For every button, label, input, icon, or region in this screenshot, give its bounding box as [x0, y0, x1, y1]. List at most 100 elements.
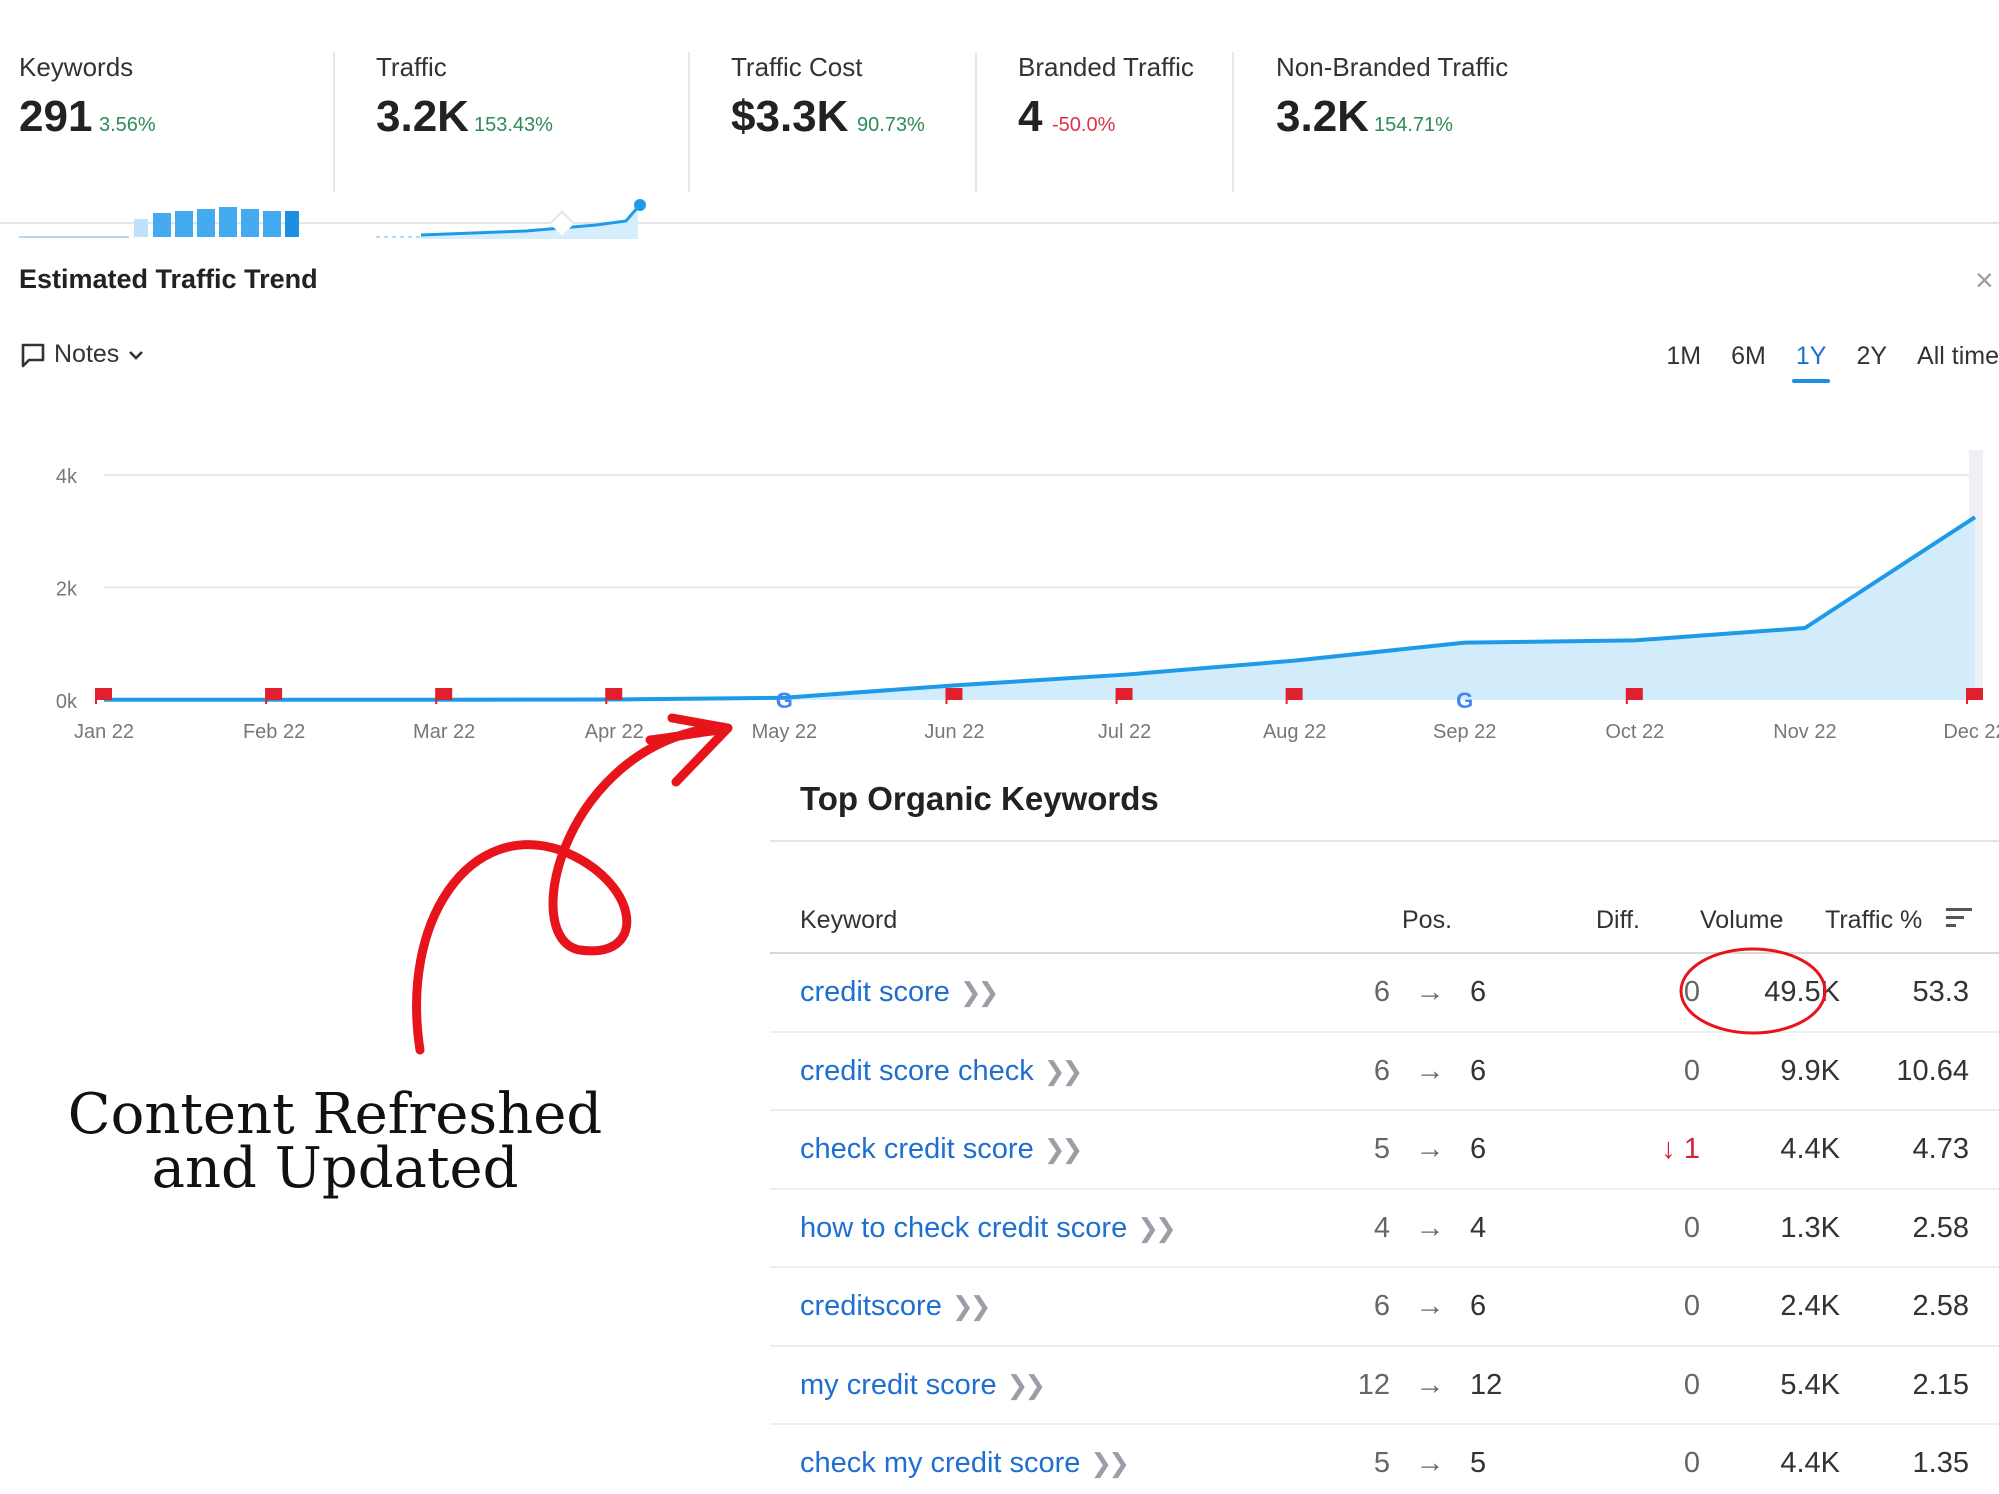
search-volume: 5.4K	[1780, 1368, 1840, 1401]
keyword-link[interactable]: check credit score ❯❯	[800, 1133, 1084, 1166]
sort-icon[interactable]	[1946, 906, 1972, 930]
table-row[interactable]: check credit score ❯❯ 5 → 6 ↓ 1 4.4K 4.73	[770, 1111, 1999, 1190]
keyword-link[interactable]: credit score ❯❯	[800, 976, 999, 1009]
col-pos[interactable]: Pos.	[1402, 906, 1453, 934]
position-diff: 0	[1590, 1369, 1700, 1402]
metric-keywords[interactable]: Keywords 291 3.56%	[19, 52, 319, 238]
y-tick-label: 0k	[56, 691, 78, 713]
traffic-area	[104, 517, 1975, 700]
metric-branded-traffic[interactable]: Branded Traffic 4 -50.0%	[1018, 52, 1248, 192]
keyword-text: my credit score	[800, 1368, 997, 1401]
notes-dropdown[interactable]: Notes	[20, 340, 145, 369]
table-row[interactable]: credit score ❯❯ 6 → 6 0 49.5K 53.3	[770, 954, 1999, 1033]
range-2y[interactable]: 2Y	[1856, 342, 1888, 370]
search-volume: 1.3K	[1780, 1211, 1840, 1244]
flag-marker	[1967, 688, 1983, 700]
arrow-right-icon: →	[1415, 1368, 1445, 1401]
x-tick-label: Apr 22	[585, 721, 644, 743]
keyword-link[interactable]: credit score check ❯❯	[800, 1054, 1084, 1088]
position-diff: 0	[1590, 1055, 1700, 1088]
col-volume[interactable]: Volume	[1700, 906, 1784, 934]
arrow-right-icon: →	[1415, 1447, 1445, 1479]
table-row[interactable]: how to check credit score ❯❯ 4 → 4 0 1.3K 2.58	[770, 1190, 1999, 1268]
metric-traffic[interactable]: Traffic 3.2K 153.43%	[376, 52, 676, 239]
keyword-link[interactable]: creditscore ❯❯	[800, 1290, 991, 1323]
position-diff: ↓ 1	[1590, 1133, 1700, 1166]
table-row[interactable]: creditscore ❯❯ 6 → 6 0 2.4K 2.58	[770, 1268, 1999, 1347]
keywords-sparkline	[19, 207, 299, 238]
diff-value: 0	[1683, 1290, 1700, 1322]
traffic-line	[104, 515, 1977, 702]
range-all-time[interactable]: All time	[1917, 342, 1999, 370]
diff-value: 0	[1683, 976, 1700, 1008]
position-current: 5	[1470, 1447, 1487, 1479]
x-tick-label: Jun 22	[924, 721, 984, 743]
arrow-right-icon: →	[1415, 1133, 1445, 1165]
annotation-arrow	[412, 725, 705, 1055]
keyword-link[interactable]: my credit score ❯❯	[800, 1368, 1047, 1402]
table-row[interactable]: credit score check ❯❯ 6 → 6 0 9.9K 10.64	[770, 1033, 1999, 1111]
range-6m[interactable]: 6M	[1731, 342, 1766, 370]
col-traffic[interactable]: Traffic %	[1825, 906, 1923, 934]
annotation-text: Content Refreshed and Updated	[60, 1087, 610, 1197]
flag-marker	[946, 688, 963, 700]
double-chevron-icon: ❯❯	[1043, 1055, 1084, 1086]
keyword-link[interactable]: check my credit score ❯❯	[800, 1447, 1130, 1480]
position-previous: 6	[1373, 1054, 1390, 1087]
position-previous: 4	[1373, 1211, 1390, 1244]
position-previous: 6	[1373, 976, 1390, 1008]
metric-label: Traffic	[376, 52, 447, 82]
metric-change: 154.71%	[1374, 114, 1453, 136]
y-tick-label: 4k	[56, 466, 78, 488]
x-tick-label: Oct 22	[1605, 721, 1664, 743]
diff-value: 0	[1683, 1368, 1700, 1401]
arrow-right-icon: →	[1415, 976, 1445, 1008]
search-volume: 4.4K	[1780, 1447, 1840, 1479]
position-current: 6	[1470, 1054, 1487, 1087]
metric-change: 3.56%	[99, 114, 156, 136]
x-tick-label: May 22	[752, 721, 818, 743]
metric-non-branded-traffic[interactable]: Non-Branded Traffic 3.2K 154.71%	[1276, 52, 1576, 192]
table-row[interactable]: check my credit score ❯❯ 5 → 5 0 4.4K 1.35	[770, 1425, 1999, 1494]
metric-value: 4	[1018, 92, 1043, 141]
double-chevron-icon: ❯❯	[1006, 1369, 1047, 1400]
metric-label: Non-Branded Traffic	[1276, 52, 1509, 82]
traffic-percent: 53.3	[1912, 976, 1969, 1008]
arrow-down-icon: ↓	[1661, 1133, 1676, 1165]
close-icon[interactable]: ×	[1975, 262, 1994, 298]
range-1m[interactable]: 1M	[1666, 342, 1702, 370]
position-current: 6	[1470, 976, 1487, 1008]
section-title: Estimated Traffic Trend	[19, 264, 318, 294]
flag-marker	[1286, 688, 1303, 700]
position-previous: 5	[1373, 1447, 1390, 1479]
flag-marker	[1116, 688, 1133, 700]
range-1y[interactable]: 1Y	[1791, 342, 1830, 383]
flag-marker	[1626, 688, 1643, 700]
col-diff[interactable]: Diff.	[1596, 906, 1640, 934]
keyword-text: credit score check	[800, 1054, 1034, 1087]
metric-change: -50.0%	[1052, 114, 1116, 136]
search-volume: 9.9K	[1780, 1054, 1840, 1087]
table-row[interactable]: my credit score ❯❯ 12 → 12 0 5.4K 2.15	[770, 1347, 1999, 1425]
keywords-table: Keyword Pos. Diff. Volume Traffic % cred…	[770, 880, 1999, 1494]
x-tick-label: Aug 22	[1263, 721, 1326, 743]
y-tick-label: 2k	[56, 579, 78, 601]
flag-marker	[436, 688, 453, 700]
x-tick-label: Jan 22	[74, 721, 134, 743]
position-previous: 5	[1373, 1133, 1390, 1165]
keyword-text: check my credit score	[800, 1447, 1081, 1479]
comment-icon	[21, 343, 45, 367]
metric-change: 153.43%	[474, 114, 553, 136]
flag-marker	[96, 688, 112, 700]
traffic-percent: 1.35	[1912, 1447, 1969, 1479]
position-diff: 0	[1590, 976, 1700, 1009]
keywords-title: Top Organic Keywords	[800, 780, 1159, 817]
position-previous: 6	[1373, 1290, 1390, 1322]
metric-traffic-cost[interactable]: Traffic Cost $3.3K 90.73%	[731, 52, 961, 192]
col-keyword[interactable]: Keyword	[800, 906, 898, 934]
keyword-link[interactable]: how to check credit score ❯❯	[800, 1212, 1177, 1245]
notes-label: Notes	[54, 340, 120, 368]
position-current: 12	[1470, 1368, 1503, 1401]
divider	[770, 840, 1999, 842]
double-chevron-icon: ❯❯	[1043, 1134, 1084, 1164]
